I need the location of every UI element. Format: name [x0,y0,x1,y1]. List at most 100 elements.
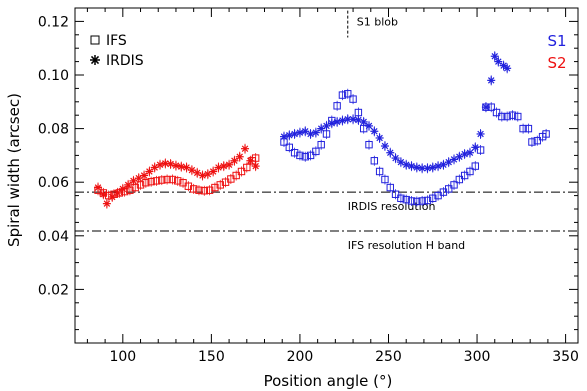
asterisk-stroke [466,149,474,156]
y-tick-label: 0.12 [38,14,69,30]
data-point-square [237,167,246,176]
data-point-asterisk [503,64,512,73]
data-point-asterisk [481,103,490,112]
series-irdis-s2 [94,143,260,209]
data-point-square [163,175,171,184]
data-point-asterisk [134,174,143,183]
data-point-asterisk [140,171,149,180]
data-point-square [381,175,389,184]
data-point-square [216,181,224,189]
asterisk-stroke [103,200,111,207]
x-tick-label: 100 [109,349,136,365]
data-point-square [174,177,182,185]
x-tick-label: 200 [287,349,314,365]
data-point-asterisk [460,150,469,159]
asterisk-stroke [456,153,463,160]
asterisk-stroke [204,170,212,178]
series-irdis-s1 [279,51,512,174]
y-tick-label: 0.08 [38,122,69,138]
asterisk-stroke [408,162,415,170]
data-point-asterisk [193,168,202,177]
data-point-square [211,183,219,192]
data-point-square [407,197,416,205]
data-point-square [391,190,400,198]
asterisk-stroke [130,177,137,185]
data-point-square [189,185,198,193]
data-point-square [508,111,517,119]
data-point-asterisk [333,117,342,126]
asterisk-stroke [247,157,254,165]
asterisk-stroke [162,160,169,167]
data-point-asterisk [327,119,336,128]
data-point-asterisk [311,128,320,137]
data-point-square [349,95,357,103]
data-point-square [533,136,541,145]
data-point-asterisk [235,152,244,161]
data-point-square [498,112,506,121]
x-axis-title: Position angle (°) [264,372,393,390]
reference-line-label: IFS resolution H band [348,239,465,252]
data-point-square [131,183,139,192]
asterisk-stroke [323,122,330,130]
asterisk-stroke [491,52,499,60]
asterisk-stroke [241,145,249,152]
data-point-square [338,91,347,99]
data-point-asterisk [129,176,138,185]
asterisk-stroke [482,103,490,111]
data-point-square [344,90,352,98]
data-point-asterisk [370,127,379,136]
asterisk-stroke [344,115,352,123]
data-point-square [152,177,161,185]
axis-tick-labels: 100 150 200 250 300 350 0.02 0.04 0.06 0.08 0.10 0.… [38,14,579,365]
legend-label: IFS [106,33,127,49]
data-point-square [136,181,145,189]
asterisk-stroke [503,65,511,72]
data-point-asterisk [246,156,255,165]
data-point-square [142,179,150,187]
data-point-square [195,186,203,194]
asterisk-stroke [440,161,447,169]
data-point-asterisk [402,160,411,169]
data-point-square [296,151,304,160]
asterisk-stroke [231,157,238,165]
asterisk-stroke [376,134,383,142]
data-point-asterisk [359,117,368,126]
asterisk-stroke [349,115,357,123]
data-point-square [285,143,294,152]
data-point-asterisk [476,129,485,138]
data-point-asterisk [465,148,474,157]
asterisk-stroke [413,164,421,171]
annotation-label: S1 blob [357,16,398,29]
asterisk-stroke [167,160,174,168]
data-point-asterisk [365,121,374,130]
asterisk-stroke [301,128,309,135]
asterisk-stroke [424,165,431,172]
asterisk-stroke [172,162,180,169]
data-point-asterisk [349,115,358,124]
asterisk-stroke [450,156,458,163]
asterisk-stroke [140,172,148,179]
x-tick-label: 150 [198,349,225,365]
data-point-square [503,112,511,121]
data-point-asterisk [494,57,503,66]
data-point-asterisk [391,154,400,163]
asterisk-stroke [94,184,102,191]
data-point-asterisk [94,183,103,192]
asterisk-stroke [135,174,143,182]
reference-lines [75,191,578,232]
data-point-square [184,182,193,190]
data-point-square [402,195,410,204]
data-point-square [205,186,214,194]
data-point-asterisk [487,76,496,85]
data-point-asterisk [499,61,508,70]
data-point-asterisk [490,52,499,61]
asterisk-stroke [119,185,127,193]
asterisk-stroke [495,58,502,65]
data-point-asterisk [434,162,443,171]
asterisk-stroke [371,128,378,135]
asterisk-stroke [365,122,373,130]
data-point-square [528,138,536,146]
data-point-square [147,177,155,186]
